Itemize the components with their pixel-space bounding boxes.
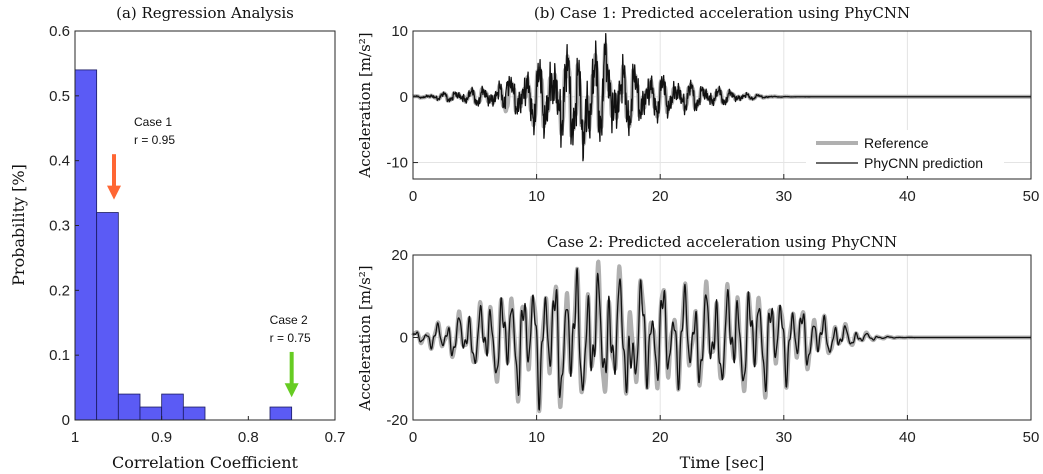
annotation-case1-title: Case 1: [134, 115, 172, 129]
x-tick-label: 40: [899, 429, 916, 446]
y-tick-label: 10: [391, 23, 408, 40]
series-line-prediction: [412, 33, 1032, 162]
hist-bars: [74, 69, 293, 421]
hist-axes-frame: [74, 30, 336, 421]
x-tick-label: 30: [775, 429, 792, 446]
case1-axes-frame: [412, 30, 1032, 180]
series-line-prediction: [412, 267, 1032, 411]
y-tick-label: 0.5: [49, 88, 70, 105]
case1-y-ticks: -10 0 10: [386, 23, 418, 172]
case2-panel: Case 2: Predicted acceleration using Phy…: [356, 233, 1039, 472]
case2-x-ticks: 0 10 20 30 40 50: [409, 415, 1040, 446]
hist-annotations: Case 1 r = 0.95 Case 2 r = 0.75: [107, 115, 311, 398]
x-tick-label: 0: [409, 429, 417, 446]
y-tick-label: 0.1: [49, 347, 70, 364]
annotation-case2-title: Case 2: [270, 313, 308, 327]
x-tick-label: 50: [1023, 188, 1040, 205]
case2-y-ticks: -20 0 20: [386, 247, 418, 429]
hist-bar: [74, 69, 98, 421]
legend-prediction-label: PhyCNN prediction: [864, 155, 983, 171]
hist-title: (a) Regression Analysis: [116, 4, 294, 22]
y-tick-label: 0.3: [49, 218, 70, 235]
y-tick-label: 0: [400, 89, 408, 106]
x-tick-label: 20: [652, 429, 669, 446]
annotation-case2-arrow-head: [284, 383, 299, 398]
y-tick-label: -20: [386, 412, 408, 429]
y-tick-label: 0.6: [49, 23, 70, 40]
x-tick-label: 1: [71, 429, 79, 446]
y-tick-label: 0: [400, 330, 408, 347]
x-tick-label: 30: [775, 188, 792, 205]
x-tick-label: 0.8: [238, 429, 259, 446]
histogram-panel: (a) Regression Analysis 0 0.1 0.2 0.3 0.4 0.5…: [9, 4, 345, 472]
x-tick-label: 0: [409, 188, 417, 205]
x-tick-label: 20: [652, 188, 669, 205]
case1-title: (b) Case 1: Predicted acceleration using…: [534, 4, 910, 22]
case2-y-label: Acceleration [m/s²]: [356, 265, 374, 411]
annotation-case2-value: r = 0.75: [270, 331, 311, 345]
y-tick-label: 0.2: [49, 282, 70, 299]
case1-y-label: Acceleration [m/s²]: [356, 32, 374, 178]
case2-x-label: Time [sec]: [680, 453, 765, 472]
y-tick-label: 20: [391, 247, 408, 264]
x-tick-label: 10: [528, 188, 545, 205]
hist-x-ticks: 1 0.9 0.8 0.7: [71, 416, 346, 446]
case1-x-ticks: 0 10 20 30 40 50: [409, 174, 1040, 205]
hist-y-label: Probability [%]: [9, 164, 28, 286]
hist-bar: [117, 393, 141, 421]
y-tick-label: -10: [386, 155, 408, 172]
case2-axes-frame: [412, 254, 1032, 421]
hist-bar: [269, 406, 293, 421]
hist-y-ticks: 0 0.1 0.2 0.3 0.4 0.5 0.6: [49, 23, 79, 429]
annotation-case1-value: r = 0.95: [134, 133, 175, 147]
case1-panel: (b) Case 1: Predicted acceleration using…: [356, 4, 1039, 205]
x-tick-label: 50: [1023, 429, 1040, 446]
hist-bar: [96, 212, 119, 421]
case1-lines: [411, 33, 1033, 162]
hist-x-label: Correlation Coefficient: [112, 453, 299, 472]
y-tick-label: 0: [62, 412, 70, 429]
y-tick-label: 0.4: [49, 153, 70, 170]
x-tick-label: 0.9: [151, 429, 172, 446]
case2-lines: [411, 259, 1033, 414]
hist-bar: [161, 393, 184, 421]
case2-title: Case 2: Predicted acceleration using Phy…: [547, 233, 897, 251]
case1-legend: Reference PhyCNN prediction: [806, 130, 1004, 176]
legend-reference-label: Reference: [864, 135, 929, 151]
legend-box: [806, 130, 1004, 176]
annotation-case1-arrow-head: [107, 185, 121, 200]
x-tick-label: 0.7: [325, 429, 346, 446]
hist-bar: [182, 406, 206, 421]
hist-bar: [139, 406, 163, 421]
x-tick-label: 40: [899, 188, 916, 205]
x-tick-label: 10: [528, 429, 545, 446]
